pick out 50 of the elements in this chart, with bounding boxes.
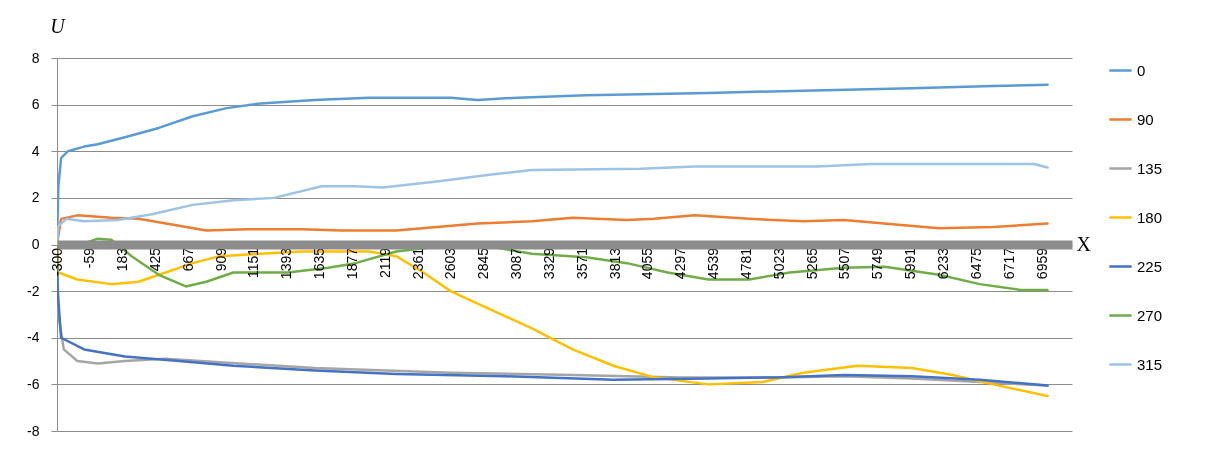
y-tick-label: -4 bbox=[27, 329, 40, 346]
y-axis-title: U bbox=[50, 14, 67, 37]
legend-label: 135 bbox=[1137, 159, 1163, 177]
x-tick-label: 5991 bbox=[902, 247, 919, 280]
y-tick-label: 0 bbox=[31, 236, 40, 252]
x-tick-label: 2603 bbox=[442, 247, 459, 280]
x-tick-label: 5265 bbox=[803, 247, 820, 280]
x-tick-label: 1151 bbox=[245, 247, 262, 279]
y-tick-label: 8 bbox=[31, 49, 40, 66]
x-tick-label: 5507 bbox=[836, 247, 853, 280]
legend-label: 225 bbox=[1137, 257, 1163, 275]
legend-label: 180 bbox=[1137, 208, 1163, 226]
legend-label: 90 bbox=[1137, 110, 1154, 128]
x-tick-label: 5749 bbox=[869, 247, 886, 280]
y-tick-label: -6 bbox=[27, 375, 40, 392]
x-tick-label: 4055 bbox=[639, 247, 656, 280]
y-tick-label: -8 bbox=[27, 422, 40, 439]
x-tick-label: 3571 bbox=[573, 247, 590, 280]
x-tick-label: 4539 bbox=[705, 247, 722, 280]
x-tick-label: 6959 bbox=[1033, 247, 1050, 280]
x-tick-label: 1877 bbox=[343, 247, 360, 280]
x-tick-label: 6233 bbox=[935, 247, 951, 280]
x-tick-label: 2361 bbox=[409, 247, 426, 280]
x-tick-label: 3087 bbox=[508, 247, 525, 280]
x-tick-label: 2845 bbox=[475, 247, 492, 280]
legend-label: 315 bbox=[1137, 355, 1163, 373]
y-tick-label: -2 bbox=[27, 282, 40, 299]
x-tick-label: 5023 bbox=[770, 247, 787, 280]
x-tick-label: 183 bbox=[114, 247, 131, 272]
legend-label: 270 bbox=[1137, 306, 1163, 324]
legend-label: 0 bbox=[1137, 61, 1146, 79]
x-tick-label: 667 bbox=[179, 247, 196, 272]
x-tick-label: 3813 bbox=[606, 247, 623, 280]
x-tick-label: -59 bbox=[81, 247, 98, 269]
x-axis-title: X bbox=[1076, 233, 1092, 255]
x-tick-label: 1393 bbox=[278, 247, 295, 280]
x-tick-label: -300 bbox=[48, 247, 65, 277]
x-tick-label: 6475 bbox=[967, 247, 984, 280]
x-tick-label: 2119 bbox=[376, 247, 393, 279]
line-series bbox=[57, 162, 1049, 246]
x-tick-label: 6717 bbox=[1000, 247, 1017, 280]
x-tick-label: 1635 bbox=[311, 247, 328, 280]
x-tick-label: 425 bbox=[146, 247, 163, 272]
x-tick-label: 909 bbox=[212, 247, 229, 272]
y-tick-label: 2 bbox=[31, 189, 40, 206]
x-tick-label: 4781 bbox=[737, 247, 754, 280]
y-tick-label: 6 bbox=[31, 96, 40, 113]
x-tick-label: 4297 bbox=[672, 247, 689, 280]
x-tick-label: 3329 bbox=[540, 247, 557, 280]
y-tick-label: 4 bbox=[31, 142, 40, 159]
